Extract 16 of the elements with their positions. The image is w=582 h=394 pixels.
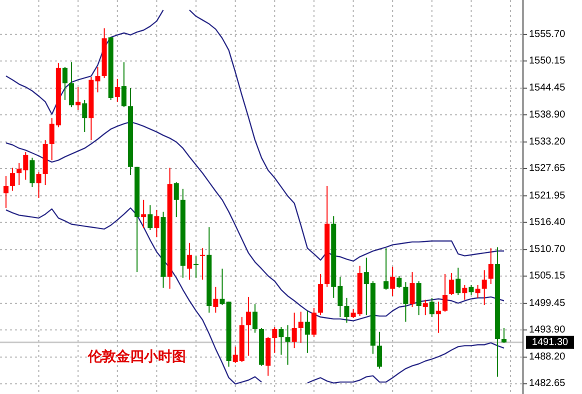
- y-tick-label: 1533.20: [529, 136, 566, 148]
- y-tick-label: 1555.70: [529, 28, 566, 40]
- y-tick-label: 1527.65: [529, 163, 566, 174]
- y-tick-label: 1488.20: [529, 352, 566, 363]
- y-tick-label: 1550.15: [529, 55, 566, 66]
- y-tick-label: 1516.40: [529, 216, 566, 228]
- y-tick-label: 1521.95: [529, 190, 566, 202]
- text: 伦敦金四小时图: [87, 348, 186, 364]
- y-tick-label: 1482.65: [529, 378, 566, 390]
- y-tick-label: 1493.90: [529, 324, 566, 336]
- ref-line-label: 1491.30: [532, 336, 569, 348]
- y-tick-label: 1499.45: [529, 298, 566, 309]
- y-tick-label: 1544.45: [529, 82, 566, 94]
- y-tick-label: 1505.15: [529, 270, 566, 282]
- y-tick-label: 1510.70: [529, 244, 566, 256]
- y-tick-label: 1538.90: [529, 109, 566, 120]
